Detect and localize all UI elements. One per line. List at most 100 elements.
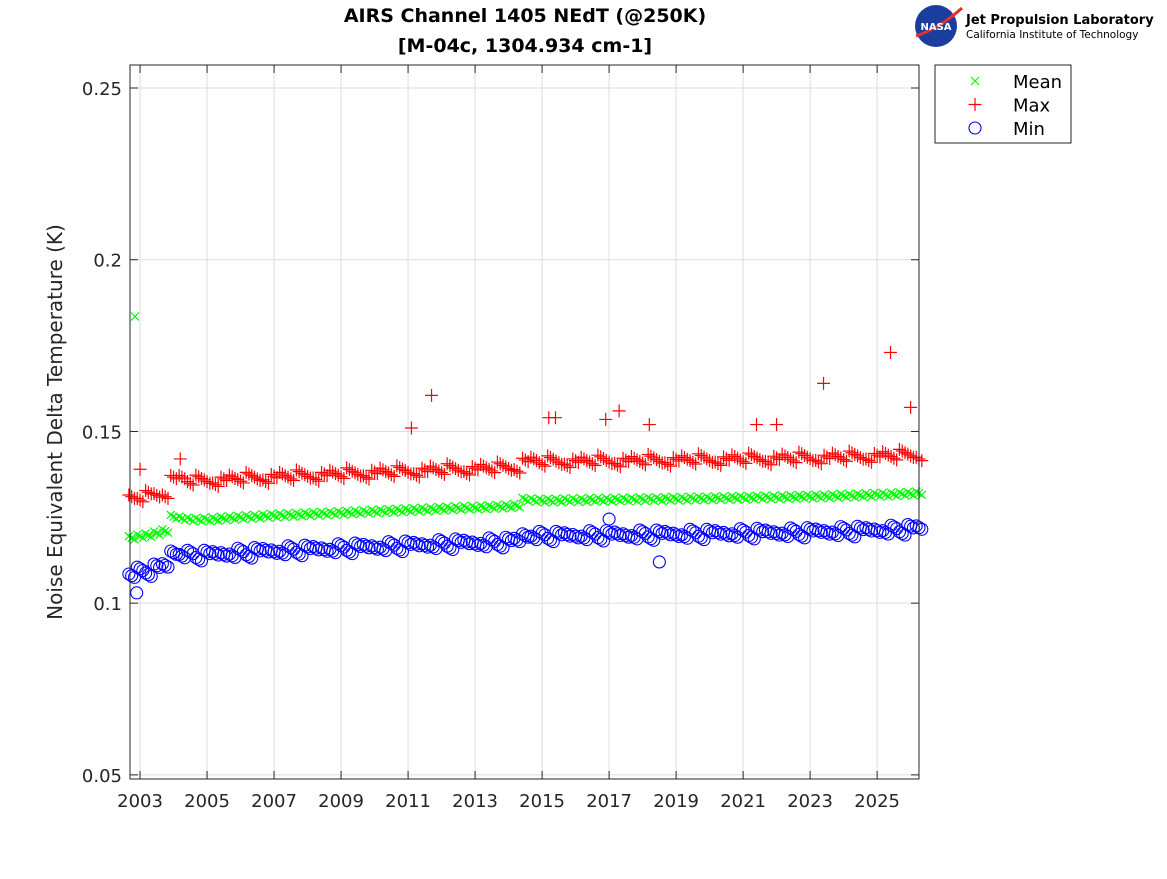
max-point (703, 454, 717, 468)
mean-point (883, 491, 893, 501)
max-point (250, 472, 264, 486)
mean-point (788, 492, 798, 502)
max-point (622, 455, 636, 469)
mean-point (520, 495, 530, 504)
mean-point (406, 507, 416, 517)
mean-point (152, 528, 162, 538)
max-point (122, 488, 136, 502)
max-point (904, 449, 918, 463)
min-point (873, 525, 887, 539)
mean-point (403, 505, 413, 515)
max-point (421, 465, 435, 479)
mean-point (492, 500, 502, 510)
mean-point (872, 490, 882, 500)
max-point (881, 448, 895, 462)
max-point (786, 454, 800, 468)
mean-point (593, 493, 603, 503)
max-point (412, 470, 426, 484)
min-point (203, 547, 217, 561)
max-point (610, 458, 624, 472)
max-point (340, 461, 354, 475)
max-outlier-point (404, 421, 418, 435)
mean-point (839, 491, 849, 501)
mean-point (289, 512, 299, 522)
max-point (758, 454, 772, 468)
mean-point (747, 493, 756, 503)
max-point (267, 469, 281, 483)
mean-point (587, 495, 597, 505)
max-point (334, 470, 348, 484)
x-tick-label: 2003 (117, 791, 163, 812)
max-point (440, 457, 454, 471)
max-outlier-point (173, 452, 187, 466)
max-point (725, 448, 739, 462)
max-outlier-point (599, 412, 613, 426)
max-point (848, 447, 862, 461)
max-point (784, 452, 798, 466)
max-point (714, 458, 728, 472)
mean-point (850, 492, 860, 502)
max-point (658, 456, 672, 470)
max-point (147, 487, 161, 501)
mean-point (211, 514, 220, 524)
mean-point (814, 491, 823, 501)
max-point (342, 463, 356, 477)
max-point (530, 454, 544, 468)
max-point (284, 472, 298, 486)
mean-point (529, 495, 539, 505)
max-point (359, 470, 373, 484)
max-point (208, 478, 222, 492)
max-point (331, 468, 345, 482)
min-point (144, 569, 158, 583)
max-point (583, 455, 597, 469)
min-point (320, 544, 334, 558)
max-point (181, 475, 195, 489)
max-point (560, 459, 574, 473)
mean-point (353, 507, 363, 517)
min-point (605, 527, 619, 541)
min-point (153, 560, 167, 574)
max-point (901, 447, 915, 461)
max-point (798, 448, 812, 462)
mean-point (439, 505, 449, 515)
mean-point (677, 492, 687, 502)
mean-point (130, 535, 139, 545)
max-point (890, 453, 904, 467)
mean-point (847, 491, 857, 501)
mean-point (361, 507, 371, 517)
y-axis-label: Noise Equivalent Delta Temperature (K) (43, 224, 67, 620)
x-tick-label: 2025 (854, 791, 900, 812)
mean-point (897, 489, 907, 499)
mean-point (518, 493, 527, 503)
max-point (602, 455, 616, 469)
mean-point (305, 511, 315, 521)
max-point (669, 452, 683, 466)
min-point (404, 537, 418, 551)
max-point (186, 478, 200, 492)
min-outlier-point (602, 512, 616, 526)
mean-point (127, 533, 137, 543)
min-point (370, 542, 384, 556)
mean-point (559, 494, 569, 503)
min-point (303, 541, 317, 556)
mean-point (247, 514, 257, 524)
mean-point (755, 492, 765, 502)
max-point (298, 468, 312, 482)
x-tick-label: 2005 (184, 791, 230, 812)
max-point (281, 470, 295, 484)
max-point (566, 452, 580, 466)
max-point (194, 471, 208, 485)
max-point (136, 495, 150, 509)
max-point (130, 491, 144, 505)
mean-point (702, 492, 712, 502)
mean-point (297, 511, 307, 521)
max-point (256, 473, 270, 487)
mean-point (802, 490, 812, 500)
max-point (479, 461, 493, 475)
min-point (856, 523, 870, 537)
mean-point (208, 512, 218, 522)
min-point (722, 529, 736, 543)
max-point (407, 467, 421, 481)
max-outlier-point (904, 400, 918, 414)
max-point (867, 446, 881, 460)
